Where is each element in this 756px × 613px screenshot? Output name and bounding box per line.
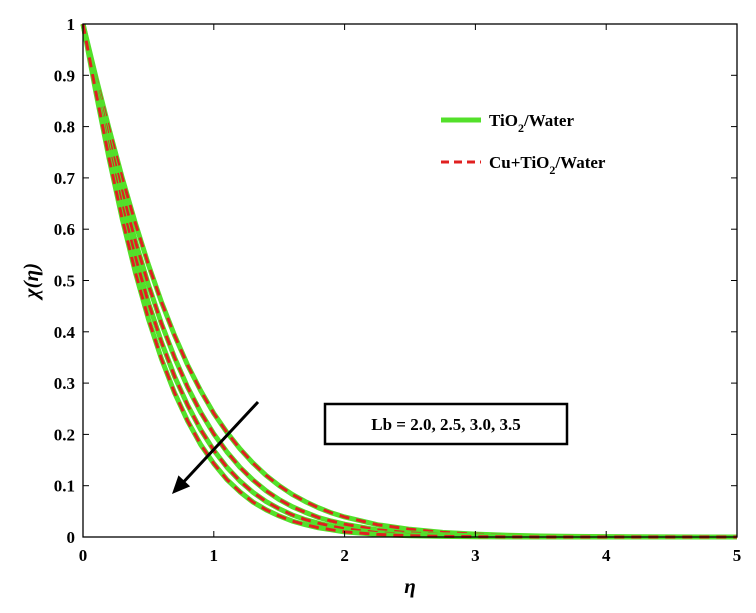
y-tick-label: 0.3 [54,374,75,393]
plot-frame [82,23,738,538]
annotation-text: Lb = 2.0, 2.5, 3.0, 3.5 [371,415,520,434]
y-tick-label: 1 [67,15,76,34]
annotation-box [323,402,569,446]
x-axis-label: η [404,574,416,598]
annotation-arrow-head [172,475,191,494]
y-tick-label: 0 [67,528,76,547]
legend-label-tio2-water: TiO2/Water [489,111,574,135]
y-tick-label: 0.5 [54,272,75,291]
x-tick-label: 5 [733,546,742,565]
annotation-arrow [176,400,260,490]
y-tick-label: 0.9 [54,66,75,85]
y-tick-label: 0.2 [54,425,75,444]
x-tick-label: 3 [471,546,480,565]
x-tick-label: 2 [340,546,349,565]
annotation: Lb = 2.0, 2.5, 3.0, 3.5 [172,400,569,494]
y-tick-label: 0.8 [54,118,75,137]
x-tick-label: 1 [210,546,219,565]
legend: TiO2/Water Cu+TiO2/Water [441,111,606,177]
axis-ticks: 0 1 2 3 4 5 0 0.1 0.2 0.3 0.4 0.5 0.6 0.7 0.8 0.9 1 [54,15,742,565]
y-tick-label: 0.6 [54,220,75,239]
y-tick-label: 0.1 [54,477,75,496]
legend-label-cu-tio2-water: Cu+TiO2/Water [489,153,606,177]
y-axis-label: χ(η) [19,263,43,301]
y-tick-label: 0.7 [54,169,76,188]
x-tick-label: 4 [602,546,611,565]
x-tick-label: 0 [79,546,88,565]
y-tick-label: 0.4 [54,323,76,342]
